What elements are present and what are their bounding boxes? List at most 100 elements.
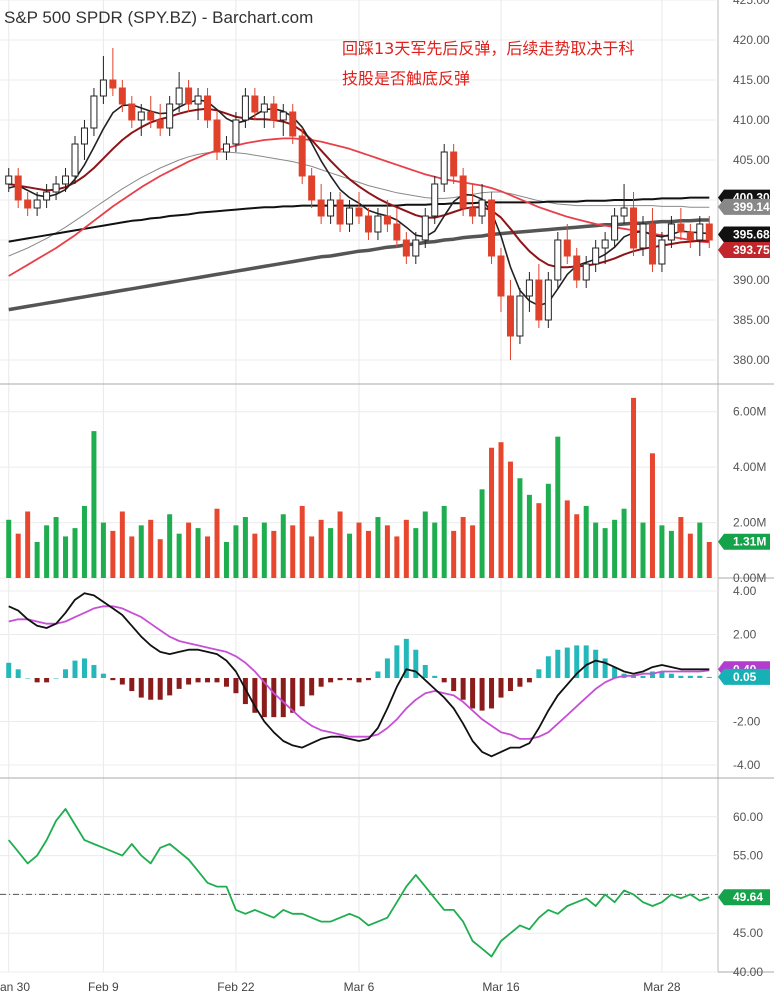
ma-grey-line	[8, 151, 710, 257]
volume-bar	[318, 519, 324, 578]
candle-body	[194, 95, 202, 105]
macd-hist-bar	[517, 678, 523, 687]
macd-hist-bar	[205, 678, 211, 683]
volume-bar	[564, 500, 570, 578]
volume-bar	[223, 541, 229, 578]
candle-body	[525, 279, 533, 297]
candle-body	[317, 199, 325, 217]
candle-body	[71, 143, 79, 177]
volume-bar	[631, 397, 637, 578]
candle-body	[506, 295, 514, 337]
volume-bar	[612, 519, 618, 578]
candle-body	[260, 103, 268, 113]
candle-body	[364, 215, 372, 233]
candle-body	[80, 127, 88, 145]
volume-bar	[167, 514, 173, 578]
volume-bar	[384, 525, 390, 578]
candle-body	[440, 151, 448, 185]
candle-body	[232, 119, 240, 145]
ma-200-line	[8, 218, 710, 312]
candle-body	[658, 239, 666, 265]
macd-hist-bar	[706, 676, 712, 678]
macd-hist-bar	[413, 649, 419, 678]
volume-bar	[337, 511, 343, 578]
macd-hist-bar	[110, 678, 116, 681]
volume-bar	[593, 522, 599, 578]
annotation-line-1: 回踩13天军先后反弹，后续走势取决于科	[342, 39, 635, 58]
macd-hist-bar	[280, 678, 286, 718]
macd-hist-bar	[72, 660, 78, 678]
macd-hist-bar	[583, 645, 589, 678]
y-tick-label: 0.00M	[733, 571, 766, 585]
macd-hist-bar	[91, 664, 97, 678]
candle-body	[705, 223, 713, 241]
macd-hist-bar	[526, 678, 532, 683]
price-last-label-bg	[718, 242, 770, 258]
volume-bar	[526, 494, 532, 578]
candle-body	[421, 215, 429, 241]
macd-hist-bar	[631, 675, 637, 678]
macd-hist-bar	[687, 675, 693, 678]
volume-bar	[375, 517, 381, 578]
candle-body	[251, 95, 259, 113]
price-last-label: 395.68	[733, 228, 770, 242]
volume-bar	[347, 533, 353, 578]
y-tick-label: 380.00	[733, 353, 770, 367]
volume-bar	[574, 514, 580, 578]
volume-bar	[441, 505, 447, 578]
volume-bar	[299, 505, 305, 578]
macd-hist-bar	[555, 649, 561, 678]
y-tick-label: -2.00	[733, 714, 761, 728]
macd-hist-bar	[536, 669, 542, 678]
volume-bar	[91, 431, 97, 578]
candle-body	[62, 175, 70, 185]
volume-bar	[403, 519, 409, 578]
candle-body	[450, 151, 458, 177]
volume-bar	[356, 522, 362, 578]
candle-body	[289, 111, 297, 137]
candle-body	[118, 87, 126, 105]
annotation-line-2: 技股是否触底反弹	[342, 69, 471, 88]
macd-hist-bar	[441, 678, 447, 683]
candle-body	[279, 111, 287, 121]
y-tick-label: 4.00	[733, 584, 757, 598]
macd-hist-bar	[81, 658, 87, 678]
macd-hist-bar	[186, 678, 192, 685]
ma-20-line	[8, 107, 710, 269]
macd-hist-bar	[649, 671, 655, 678]
volume-bar	[233, 525, 239, 578]
y-tick-label: 60.00	[733, 810, 763, 824]
volume-bar	[536, 503, 542, 578]
candle-body	[213, 119, 221, 153]
rsi-last-label-bg	[718, 889, 770, 906]
macd-hist-bar	[460, 678, 466, 700]
candle-body	[544, 279, 552, 321]
volume-bar	[583, 505, 589, 578]
macd-hist-bar	[34, 678, 40, 683]
candle-body	[336, 199, 344, 225]
volume-bar	[697, 522, 703, 578]
volume-bar	[252, 533, 258, 578]
y-tick-label: 410.00	[733, 113, 770, 127]
macd-hist-bar	[697, 675, 703, 678]
candle-body	[147, 111, 155, 121]
candle-body	[204, 95, 212, 121]
macd-hist-bar	[157, 678, 163, 700]
candle-body	[431, 183, 439, 217]
macd-hist-bar	[564, 647, 570, 678]
candle-body	[346, 207, 354, 225]
y-tick-label: 40.00	[733, 965, 763, 979]
macd-hist-bar	[659, 671, 665, 678]
ma-50-line	[8, 137, 710, 277]
volume-bar	[44, 525, 50, 578]
volume-last-label-bg	[718, 533, 770, 550]
volume-bar	[602, 528, 608, 578]
macd-hist-bar	[403, 638, 409, 678]
y-tick-label: 2.00	[733, 628, 757, 642]
volume-bar	[309, 536, 315, 578]
volume-bar	[148, 519, 154, 578]
candle-body	[630, 207, 638, 249]
volume-bar	[649, 453, 655, 578]
macd-hist-bar	[328, 678, 334, 683]
